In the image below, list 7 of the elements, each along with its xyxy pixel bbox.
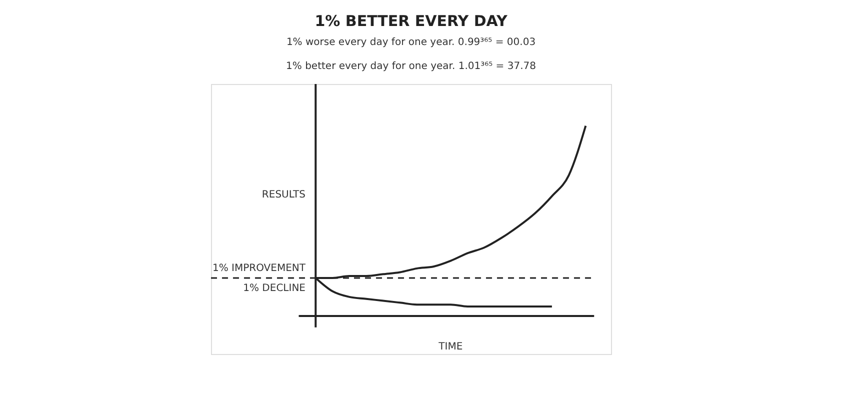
text: 1% worse every day for one year. 0.99³⁶⁵ = 00.03 (286, 37, 536, 48)
text: 1% better every day for one year. 1.01³⁶⁵ = 37.78 (286, 61, 536, 72)
series-label: 1% IMPROVEMENT (212, 262, 306, 274)
chart-title: 1% BETTER EVERY DAY (314, 12, 508, 30)
x-axis-title: TIME (438, 341, 463, 352)
series-label: 1% DECLINE (243, 282, 306, 294)
y-axis-title: RESULTS (262, 189, 306, 200)
